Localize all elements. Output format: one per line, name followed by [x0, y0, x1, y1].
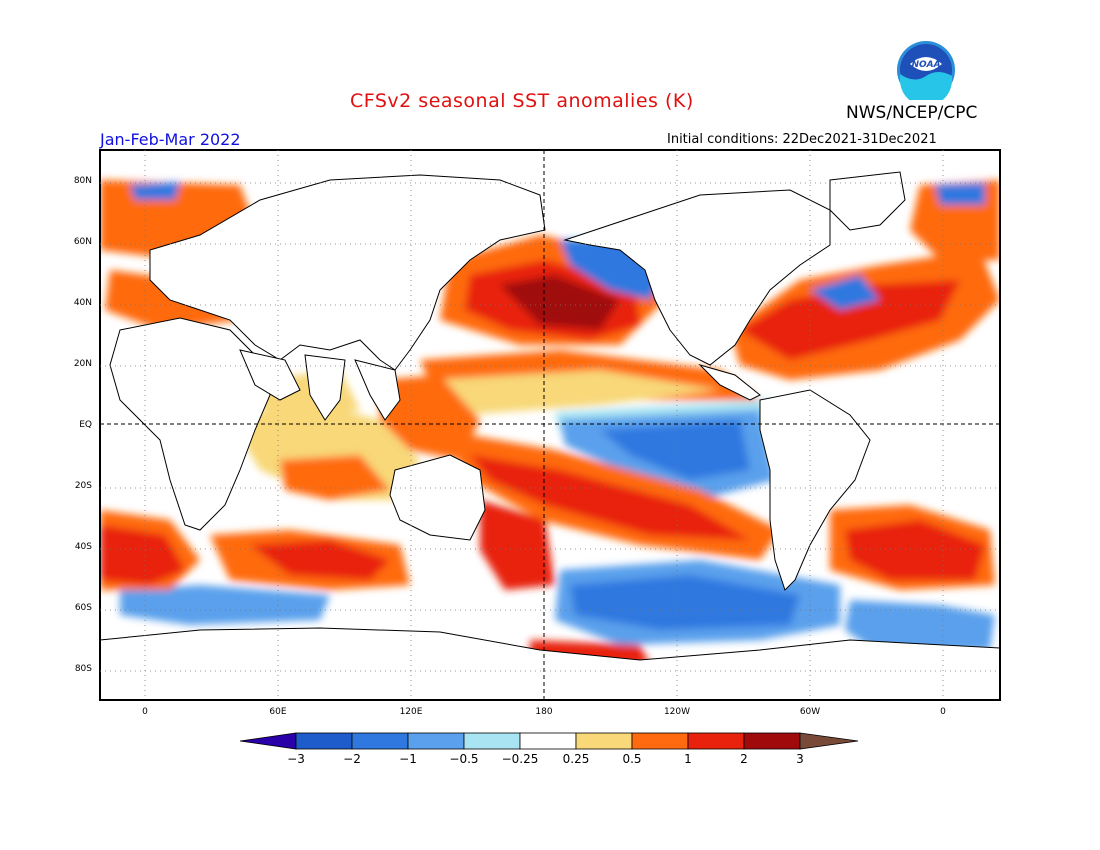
colorbar-swatch	[463, 732, 521, 750]
lat-label: 40S	[75, 542, 92, 552]
lat-label: 80S	[75, 664, 92, 674]
lon-label: 0	[940, 707, 946, 717]
lat-label: 20S	[75, 481, 92, 491]
gridlines	[100, 150, 1000, 700]
colorbar-max-arrow	[799, 732, 859, 750]
colorbar-swatch	[743, 732, 801, 750]
lat-label: 40N	[74, 298, 92, 308]
colorbar-label: −2	[343, 752, 361, 766]
noaa-logo-icon: NOAA	[897, 41, 955, 100]
lon-label: 0	[142, 707, 148, 717]
colorbar-label: 2	[740, 752, 748, 766]
colorbar-swatch	[407, 732, 465, 750]
lon-label: 120W	[664, 707, 690, 717]
lat-label: 60S	[75, 603, 92, 613]
colorbar-swatch	[575, 732, 633, 750]
colorbar-swatch	[631, 732, 689, 750]
colorbar-swatch	[295, 732, 353, 750]
lat-label: 80N	[74, 176, 92, 186]
longitude-labels: 0 60E 120E 180 120W 60W 0	[142, 707, 946, 717]
colorbar-label: −1	[399, 752, 417, 766]
lat-label: 60N	[74, 237, 92, 247]
colorbar-label: 3	[796, 752, 804, 766]
initial-conditions: Initial conditions: 22Dec2021-31Dec2021	[667, 132, 937, 147]
map-frame	[99, 149, 1001, 701]
colorbar-label: 1	[684, 752, 692, 766]
colorbar: −3 −2 −1 −0.5 −0.25 0.25 0.5 1 2 3	[239, 732, 859, 766]
continents	[100, 171, 1000, 700]
lon-label: 180	[535, 707, 552, 717]
colorbar-min-arrow	[239, 732, 297, 750]
colorbar-label: 0.5	[622, 752, 641, 766]
lon-label: 120E	[400, 707, 423, 717]
lon-label: 60E	[269, 707, 286, 717]
organization-label: NWS/NCEP/CPC	[846, 103, 978, 123]
lat-label: 20N	[74, 359, 92, 369]
colorbar-swatch	[687, 732, 745, 750]
logo-text: NOAA	[911, 60, 940, 70]
colorbar-label: 0.25	[563, 752, 590, 766]
lon-label: 60W	[800, 707, 820, 717]
forecast-period: Jan-Feb-Mar 2022	[100, 130, 241, 149]
colorbar-swatch	[519, 732, 577, 750]
latitude-labels: 80N 60N 40N 20N EQ 20S 40S 60S 80S	[74, 176, 92, 674]
lat-label: EQ	[79, 420, 92, 430]
colorbar-label: −0.5	[449, 752, 478, 766]
colorbar-label: −0.25	[502, 752, 539, 766]
colorbar-swatch	[351, 732, 409, 750]
colorbar-label: −3	[287, 752, 305, 766]
chart-title: CFSv2 seasonal SST anomalies (K)	[350, 90, 694, 112]
